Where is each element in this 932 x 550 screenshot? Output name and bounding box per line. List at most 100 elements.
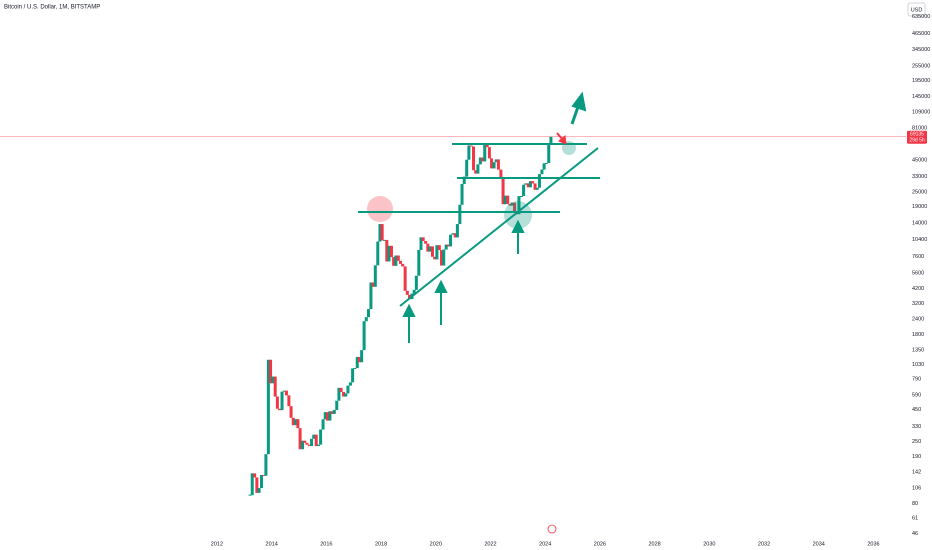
candle xyxy=(312,434,316,439)
candle xyxy=(524,183,528,185)
y-tick-label: 80 xyxy=(912,501,918,507)
candle xyxy=(307,444,311,447)
candle xyxy=(510,202,514,206)
candle xyxy=(371,282,375,287)
candle xyxy=(469,145,473,147)
y-tick-label: 250 xyxy=(912,439,921,445)
x-tick-label: 2012 xyxy=(211,541,223,547)
candle xyxy=(398,260,402,264)
candle xyxy=(501,178,505,205)
x-tick-label: 2014 xyxy=(266,541,278,547)
candle xyxy=(250,473,254,496)
candle xyxy=(264,454,268,476)
candle xyxy=(508,203,512,206)
y-tick-label: 330 xyxy=(912,424,921,430)
y-tick-label: 33000 xyxy=(912,174,927,180)
candle xyxy=(346,385,350,394)
chart-title: Bitcoin / U.S. Dollar, 1M, BITSTAMP xyxy=(4,5,100,11)
candle xyxy=(396,255,400,261)
currency[interactable]: USD xyxy=(911,7,923,13)
y-tick-label: 590 xyxy=(912,392,921,398)
y-tick-label: 4200 xyxy=(912,286,924,292)
candle xyxy=(474,170,478,174)
candle xyxy=(435,245,439,260)
candle xyxy=(499,169,503,179)
candle xyxy=(533,183,537,190)
x-tick-label: 2030 xyxy=(703,541,715,547)
candle xyxy=(330,411,334,414)
y-tick-label: 255000 xyxy=(912,63,930,69)
candle xyxy=(540,169,544,175)
y-tick-label: 81000 xyxy=(912,126,927,132)
arrow-head xyxy=(511,219,525,233)
arrow-head xyxy=(402,303,416,317)
candle xyxy=(535,187,539,190)
candle xyxy=(442,249,446,266)
candle xyxy=(437,245,441,251)
candle xyxy=(506,195,510,204)
candle xyxy=(357,356,361,363)
x-tick-label: 2034 xyxy=(813,541,825,547)
countdown: 29d 5h xyxy=(909,138,925,144)
candle xyxy=(455,224,459,238)
candle xyxy=(549,136,553,144)
candle xyxy=(460,183,464,205)
y-tick-label: 45000 xyxy=(912,157,927,163)
y-tick-label: 5600 xyxy=(912,270,924,276)
event-icon[interactable] xyxy=(547,524,557,534)
highlight-circle xyxy=(504,201,532,229)
candle xyxy=(465,159,469,177)
candle xyxy=(305,442,309,445)
candle xyxy=(376,241,380,266)
candle xyxy=(392,257,396,266)
candle xyxy=(403,266,407,291)
candle xyxy=(321,419,325,430)
candle xyxy=(278,408,282,411)
candle xyxy=(380,224,384,241)
candle xyxy=(373,265,377,287)
arrow-head xyxy=(558,135,567,145)
candle xyxy=(481,157,485,162)
candle xyxy=(462,176,466,184)
y-tick-label: 106 xyxy=(912,486,921,492)
y-tick-label: 25000 xyxy=(912,189,927,195)
candle xyxy=(444,244,448,250)
candle xyxy=(467,145,471,160)
candle xyxy=(314,434,318,447)
candle xyxy=(401,263,405,267)
y-tick-label: 19000 xyxy=(912,204,927,210)
candle xyxy=(284,390,288,396)
currency-box[interactable] xyxy=(907,2,926,17)
candle xyxy=(325,412,329,421)
y-tick-label: 635000 xyxy=(912,14,930,20)
arrow-head xyxy=(571,91,587,112)
x-tick-label: 2026 xyxy=(594,541,606,547)
candle xyxy=(547,143,551,163)
x-tick-label: 2022 xyxy=(484,541,496,547)
candle xyxy=(526,183,530,188)
annotations xyxy=(358,91,600,343)
candle xyxy=(294,419,298,426)
highlight-circle xyxy=(367,196,393,222)
candle xyxy=(517,196,521,215)
candle xyxy=(298,428,302,450)
candle xyxy=(280,391,284,411)
x-tick-label: 2018 xyxy=(375,541,387,547)
candle xyxy=(528,181,532,188)
candle xyxy=(301,440,305,450)
y-tick-label: 345000 xyxy=(912,47,930,53)
candle xyxy=(492,162,496,169)
y-tick-label: 195000 xyxy=(912,78,930,84)
candle xyxy=(355,356,359,369)
candle xyxy=(387,245,391,262)
candle xyxy=(362,321,366,351)
candle xyxy=(296,419,300,429)
price-label-box xyxy=(907,130,927,144)
y-tick-label: 465000 xyxy=(912,31,930,37)
candle xyxy=(405,290,409,295)
y-tick-label: 190 xyxy=(912,454,921,460)
candle xyxy=(544,162,548,164)
y-tick-label: 61 xyxy=(912,515,918,521)
candle xyxy=(519,196,523,198)
candle xyxy=(476,164,480,174)
